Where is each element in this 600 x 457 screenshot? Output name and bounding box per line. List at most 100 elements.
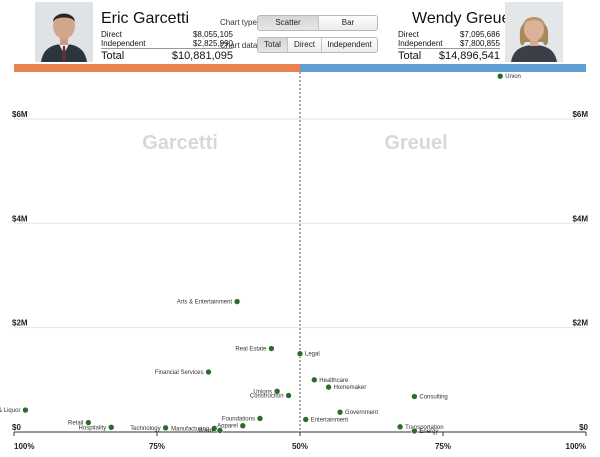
chart-data-direct-button[interactable]: Direct [287, 38, 321, 52]
data-point-group[interactable]: Real Estate [235, 345, 275, 353]
data-point-group[interactable]: Consulting [411, 393, 448, 401]
data-point[interactable] [268, 345, 275, 352]
data-point-label: Food & Liquor [0, 408, 20, 414]
data-point-label: Government [345, 410, 378, 416]
data-point-label: Real Estate [235, 347, 267, 353]
data-point[interactable] [85, 419, 92, 426]
data-point[interactable] [285, 392, 292, 399]
data-point[interactable] [336, 408, 344, 416]
data-point[interactable] [22, 406, 29, 414]
chart-type-scatter-button[interactable]: Scatter [258, 16, 318, 30]
y-tick-label-right: $0 [579, 423, 588, 432]
left-independent-row: Independent $2,825,990 [101, 39, 233, 49]
data-point-group[interactable]: Technology [130, 424, 169, 432]
right-independent-label: Independent [398, 39, 443, 48]
watermark-greuel: Greuel [384, 132, 447, 154]
chart-data-total-button[interactable]: Total [258, 38, 287, 52]
left-total-label: Total [101, 50, 125, 62]
data-point-group[interactable]: Government [336, 408, 378, 416]
data-point-group[interactable]: Unions [253, 388, 281, 395]
data-point-label: Union [505, 74, 521, 80]
data-point[interactable] [296, 350, 304, 358]
data-point-label: Foundations [222, 416, 255, 422]
data-point-label: Homemaker [334, 385, 367, 391]
chart-type-bar-button[interactable]: Bar [318, 16, 377, 30]
data-point[interactable] [302, 416, 310, 423]
data-point-group[interactable]: Waste [198, 427, 224, 434]
garcetti-color-bar [14, 64, 300, 72]
data-point[interactable] [310, 376, 318, 384]
right-direct-label: Direct [398, 30, 419, 39]
data-point[interactable] [396, 423, 404, 431]
right-total-label: Total [398, 50, 422, 62]
data-point-label: Transportation [405, 425, 443, 431]
x-tick-label: 75% [435, 442, 451, 451]
data-point[interactable] [210, 425, 218, 432]
data-point-group[interactable]: Retail [68, 419, 92, 427]
x-tick-label: 50% [292, 442, 308, 451]
data-point[interactable] [233, 298, 241, 305]
data-point-group[interactable]: Healthcare [310, 376, 349, 384]
data-point-label: Financial Services [155, 370, 204, 376]
data-point[interactable] [273, 388, 281, 395]
right-independent-row: Independent $7,800,855 [398, 39, 500, 49]
data-point-label: Hospitality [79, 425, 107, 431]
data-point[interactable] [216, 427, 224, 434]
left-direct-row: Direct $8,055,105 [101, 30, 233, 40]
y-tick-label-right: $6M [572, 110, 588, 119]
left-independent-value: $2,825,990 [192, 39, 233, 48]
data-point[interactable] [325, 383, 332, 391]
left-total-row: Total $10,881,095 [101, 48, 233, 63]
data-point-label: Entertainment [311, 417, 349, 423]
data-point-group[interactable]: Foundations [222, 415, 264, 422]
data-point[interactable] [411, 427, 418, 435]
data-point-label: Arts & Entertainment [177, 300, 233, 306]
data-point-group[interactable]: Manufacturing [171, 425, 218, 432]
data-point[interactable] [107, 424, 115, 431]
chart-type-toggle[interactable]: Scatter Bar [257, 15, 378, 31]
data-point-label: Consulting [419, 395, 447, 401]
y-tick-label-right: $2M [572, 319, 588, 328]
left-direct-value: $8,055,105 [192, 30, 233, 39]
data-point-group[interactable]: Legal [296, 350, 320, 358]
data-point-label: Legal [305, 352, 320, 358]
data-point[interactable] [256, 415, 264, 422]
right-direct-row: Direct $7,095,686 [398, 30, 500, 40]
left-direct-label: Direct [101, 30, 122, 39]
right-direct-value: $7,095,686 [459, 30, 500, 39]
data-point-label: Unions [253, 389, 272, 395]
greuel-photo [505, 2, 563, 62]
data-point-group[interactable]: Construction [250, 392, 292, 399]
data-point-group[interactable]: Food & Liquor [0, 406, 29, 414]
greuel-color-bar [300, 64, 586, 72]
data-point-group[interactable]: Transportation [396, 423, 444, 431]
data-point-group[interactable]: Financial Services [155, 368, 212, 376]
data-point-label: Manufacturing [171, 426, 209, 432]
left-total-value: $10,881,095 [171, 50, 233, 62]
chart-data-toggle[interactable]: Total Direct Independent [257, 37, 378, 53]
data-point-group[interactable]: Hospitality [79, 424, 115, 431]
data-point[interactable] [496, 72, 504, 80]
data-point-group[interactable]: Energy [411, 427, 438, 435]
y-tick-label-right: $4M [572, 214, 588, 223]
data-point[interactable] [205, 368, 212, 376]
data-point-label: Retail [68, 421, 83, 427]
y-tick-label-left: $2M [12, 319, 28, 328]
data-point[interactable] [239, 422, 247, 430]
watermark-garcetti: Garcetti [142, 132, 218, 154]
data-point[interactable] [411, 393, 418, 400]
data-point-group[interactable]: Homemaker [325, 383, 367, 391]
chart-data-independent-button[interactable]: Independent [321, 38, 377, 52]
right-total-row: Total $14,896,541 [398, 48, 500, 63]
data-point-label: Waste [198, 428, 215, 434]
data-point-group[interactable]: Union [496, 72, 521, 80]
data-point-group[interactable]: Arts & Entertainment [177, 298, 241, 306]
data-point-group[interactable]: Entertainment [302, 416, 349, 423]
x-tick-label: 100% [566, 442, 586, 451]
chart-data-label: Chart data: [220, 41, 260, 50]
chart-type-label: Chart type: [220, 18, 260, 27]
data-point[interactable] [162, 424, 169, 432]
data-point-group[interactable]: Apparel [217, 422, 247, 430]
data-point-label: Healthcare [319, 378, 349, 384]
